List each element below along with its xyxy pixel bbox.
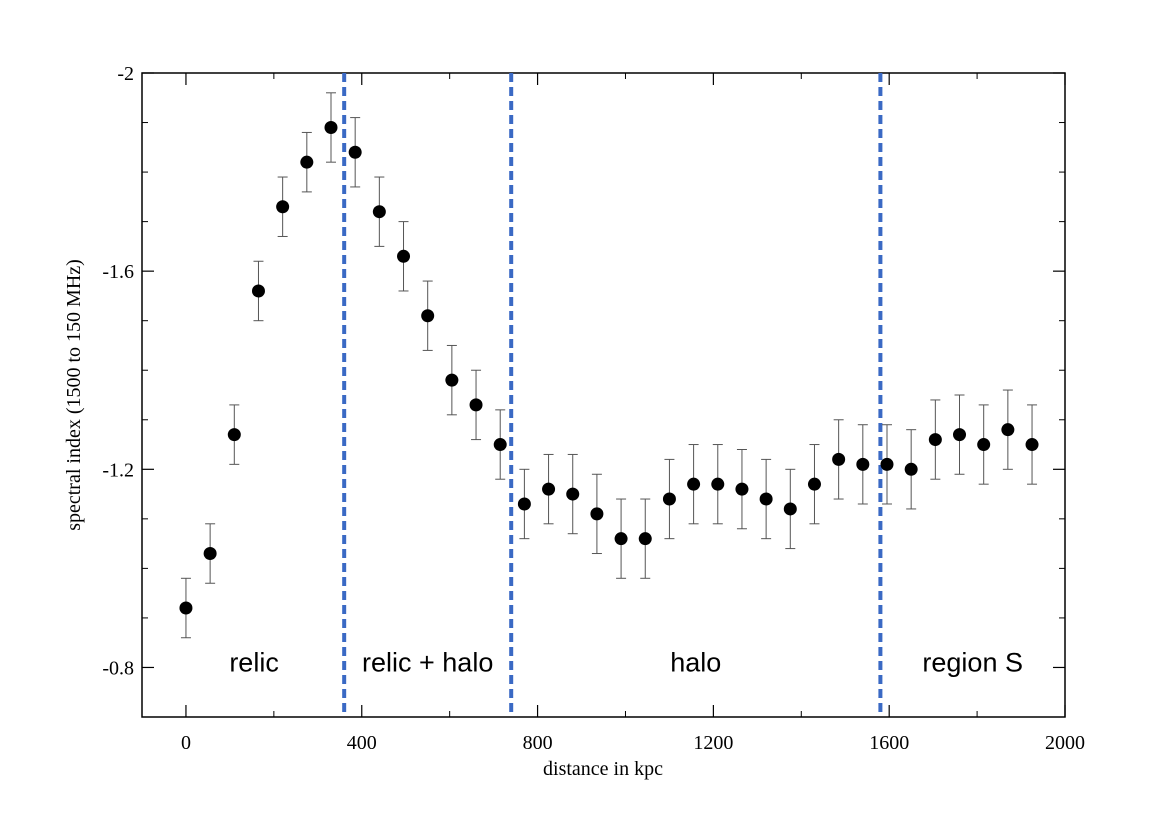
- data-point: [687, 477, 701, 491]
- y-axis-title: spectral index (1500 to 150 MHz): [63, 259, 85, 531]
- data-point: [397, 249, 411, 263]
- region-label: halo: [670, 648, 721, 678]
- x-tick-label: 800: [523, 732, 553, 754]
- data-point: [662, 492, 676, 506]
- data-point: [372, 205, 386, 219]
- x-tick-label: 1200: [693, 732, 733, 754]
- tick-labels: 0 400 800 1200 1600 2000 -2 -1.6 -1.2 -0.8: [102, 63, 1085, 754]
- data-point: [179, 601, 193, 615]
- y-tick-label: -0.8: [102, 657, 134, 679]
- y-tick-label: -2: [117, 63, 134, 85]
- data-point: [1001, 423, 1015, 437]
- data-point: [300, 155, 314, 169]
- data-point: [493, 438, 507, 452]
- data-point: [783, 502, 797, 516]
- data-point: [566, 487, 580, 501]
- y-tick-label: -1.6: [102, 261, 134, 283]
- data-point: [542, 482, 556, 496]
- data-point: [324, 120, 338, 134]
- data-point: [469, 398, 483, 412]
- data-point: [953, 428, 967, 442]
- x-tick-label: 2000: [1045, 732, 1085, 754]
- data-point: [638, 532, 652, 546]
- data-point: [614, 532, 628, 546]
- region-labels: relic relic + halo halo region S: [229, 648, 1023, 678]
- region-label: relic: [229, 648, 279, 678]
- plot-frame: [141, 72, 1066, 718]
- data-point: [590, 507, 604, 521]
- data-point: [348, 145, 362, 159]
- x-tick-label: 1600: [869, 732, 909, 754]
- data-point: [759, 492, 773, 506]
- data-point: [807, 477, 821, 491]
- data-point: [276, 200, 290, 214]
- data-point: [928, 433, 942, 447]
- x-tick-label: 400: [347, 732, 377, 754]
- axis-ticks: [142, 72, 1066, 718]
- data-point: [880, 457, 894, 471]
- error-bars: [180, 92, 1038, 639]
- y-tick-label: -1.2: [102, 459, 134, 481]
- region-dividers: [342, 73, 883, 717]
- data-point: [445, 373, 459, 387]
- data-point: [517, 497, 531, 511]
- data-point: [1025, 438, 1039, 452]
- data-point: [711, 477, 725, 491]
- data-point: [977, 438, 991, 452]
- region-label: relic + halo: [362, 648, 493, 678]
- x-tick-label: 0: [181, 732, 191, 754]
- x-axis-title: distance in kpc: [543, 758, 663, 780]
- data-point: [421, 309, 435, 323]
- data-point: [227, 428, 241, 442]
- data-point: [203, 547, 217, 561]
- region-label: region S: [922, 648, 1023, 678]
- data-point: [904, 462, 918, 476]
- data-point: [856, 457, 870, 471]
- data-points: [179, 120, 1039, 615]
- data-point: [832, 452, 846, 466]
- data-point: [251, 284, 265, 298]
- data-point: [735, 482, 749, 496]
